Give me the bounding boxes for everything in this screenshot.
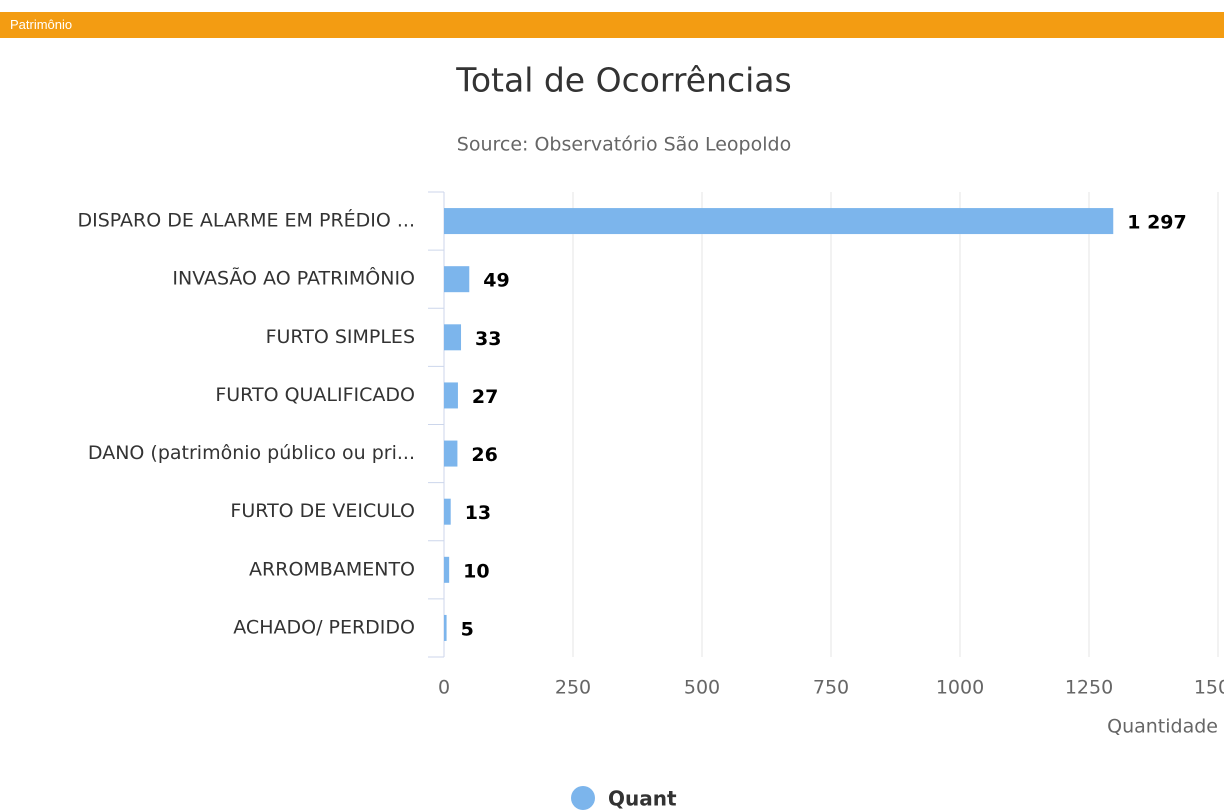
data-label: 5: [461, 618, 474, 640]
y-tick-label: ACHADO/ PERDIDO: [233, 616, 415, 638]
x-tick-label: 1250: [1065, 677, 1113, 699]
data-label: 26: [471, 444, 497, 466]
bar: [444, 266, 470, 293]
header-bar: Patrimônio: [0, 12, 1224, 38]
y-tick-label: FURTO DE VEICULO: [230, 500, 415, 522]
bar: [444, 382, 458, 409]
bar: [444, 498, 451, 525]
y-tick-label: INVASÃO AO PATRIMÔNIO: [172, 266, 415, 290]
x-tick-label: 500: [684, 677, 720, 699]
bar: [444, 440, 458, 467]
data-label: 27: [472, 386, 498, 408]
legend-symbol: [571, 786, 595, 810]
data-label: 10: [463, 560, 489, 582]
bar: [444, 614, 447, 641]
x-tick-label: 1000: [936, 677, 984, 699]
x-tick-label: 750: [813, 677, 849, 699]
x-tick-label: 0: [438, 677, 450, 699]
legend-label: Quant: [608, 787, 677, 811]
data-label: 49: [483, 270, 509, 292]
x-tick-label: 250: [555, 677, 591, 699]
axis-title: Quantidade: [1107, 716, 1218, 738]
y-tick-label: FURTO SIMPLES: [266, 326, 415, 348]
y-tick-label: DANO (patrimônio público ou pri...: [88, 442, 415, 464]
y-tick-label: FURTO QUALIFICADO: [215, 384, 415, 406]
x-tick-label: 1500: [1194, 677, 1224, 699]
chart-subtitle: Source: Observatório São Leopoldo: [457, 134, 791, 156]
data-label: 13: [465, 502, 491, 524]
y-tick-label: ARROMBAMENTO: [249, 558, 415, 580]
y-tick-label: DISPARO DE ALARME EM PRÉDIO ...: [77, 209, 415, 232]
data-label: 33: [475, 328, 501, 350]
bar: [444, 324, 462, 351]
bar: [444, 556, 450, 583]
header-title: Patrimônio: [10, 17, 73, 32]
bar: [444, 208, 1114, 235]
chart-title: Total de Ocorrências: [455, 61, 791, 100]
data-label: 1 297: [1127, 212, 1187, 234]
